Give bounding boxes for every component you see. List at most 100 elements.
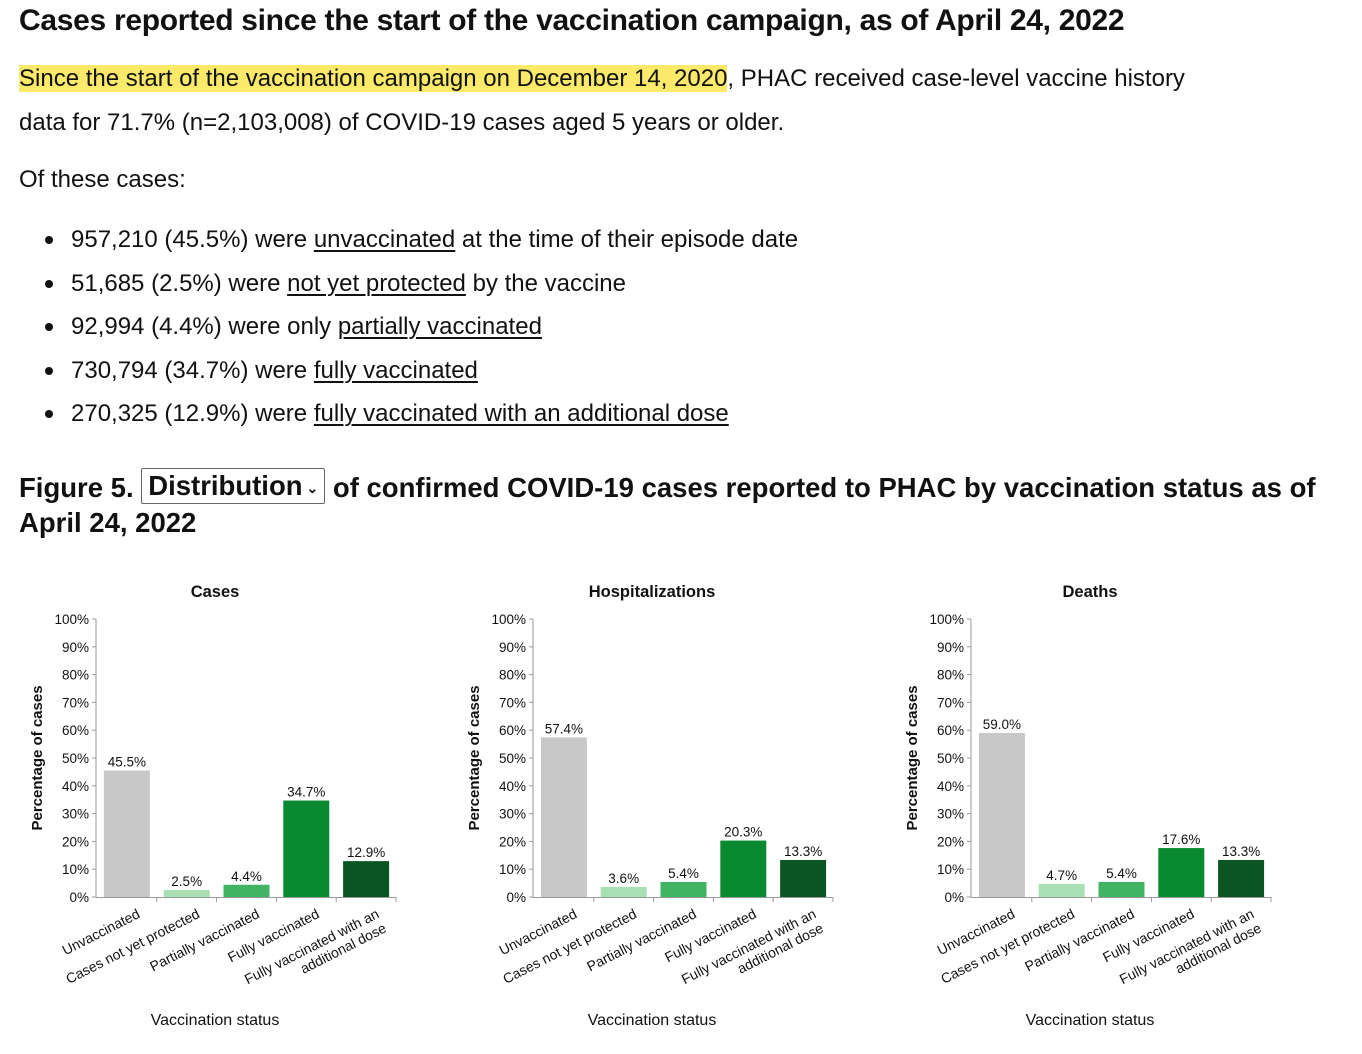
definition-link[interactable]: fully vaccinated with an additional dose (313, 400, 729, 427)
definition-link[interactable]: not yet protected (287, 269, 466, 297)
bar (1158, 848, 1205, 897)
bar-value-label: 45.5% (108, 755, 146, 770)
chart-cases: Cases 0% 10% 20% 30% 40% 50% 60% 70% 80% 90% 100% Pe… (29, 583, 397, 1029)
bar (223, 884, 270, 897)
bullet-icon (45, 279, 53, 288)
list-item: 51,685 (2.5%) were not yet protected by … (0, 262, 798, 306)
list-item: 730,794 (34.7%) were fully vaccinated (0, 349, 798, 393)
list-item: 270,325 (12.9%) were fully vaccinated wi… (0, 392, 798, 436)
bar (720, 840, 767, 897)
bar-value-label: 2.5% (171, 874, 202, 889)
bar-value-label: 3.6% (608, 871, 639, 886)
y-tick-label: 80% (62, 668, 89, 683)
y-tick-label: 60% (937, 723, 964, 738)
bullet-text-end: by the vaccine (465, 269, 626, 297)
y-tick-label: 90% (62, 640, 89, 655)
figure-title-text: of confirmed COVID-19 cases reported to … (19, 472, 1316, 538)
chevron-down-icon: ⌄ (306, 479, 319, 496)
y-tick-label: 70% (62, 695, 89, 710)
y-tick-label: 40% (499, 779, 526, 794)
bullet-text: 957,210 (45.5%) were (71, 226, 314, 253)
bar (103, 770, 150, 897)
bar (978, 732, 1025, 897)
chart-title: Hospitalizations (589, 583, 716, 601)
definition-link[interactable]: fully vaccinated (313, 356, 478, 384)
chart-title: Deaths (1062, 583, 1117, 601)
intro-text-1: , PHAC received case-level vaccine histo… (727, 65, 1185, 92)
y-tick-label: 50% (62, 751, 89, 766)
bar-value-label: 13.3% (784, 844, 822, 859)
intro-paragraph: Since the start of the vaccination campa… (19, 57, 1349, 145)
bullet-icon (45, 236, 53, 244)
x-axis-label: Vaccination status (1026, 1012, 1155, 1029)
bar (163, 890, 210, 897)
bar-value-label: 5.4% (668, 866, 699, 881)
chart-hospitalizations: Hospitalizations 0% 10% 20% 30% 40% 50% 60% 70% 8… (466, 583, 834, 1029)
y-tick-label: 20% (62, 834, 89, 849)
bar (780, 860, 827, 897)
chart-title: Cases (191, 583, 240, 601)
bar-value-label: 13.3% (1222, 844, 1260, 859)
bar-value-label: 5.4% (1106, 866, 1137, 881)
y-axis-label: Percentage of cases (466, 685, 483, 830)
x-axis-label: Vaccination status (151, 1012, 280, 1029)
case-breakdown-list: 957,210 (45.5%) were unvaccinated at the… (0, 218, 798, 436)
figure-title: Figure 5. Distribution ⌄ of confirmed COV… (19, 468, 1349, 540)
bullet-text-end: at the time of their episode date (455, 226, 799, 253)
y-axis-label: Percentage of cases (29, 685, 46, 830)
bar-value-label: 4.7% (1046, 868, 1077, 883)
bar-value-label: 17.6% (1162, 832, 1200, 847)
measure-dropdown[interactable]: Distribution ⌄ (141, 468, 326, 504)
bar (1098, 881, 1145, 897)
bar (660, 881, 707, 897)
y-tick-label: 20% (937, 834, 964, 849)
y-tick-label: 60% (499, 723, 526, 738)
figure-number: Figure 5. (19, 472, 134, 503)
x-axis-label: Vaccination status (588, 1012, 717, 1029)
intro-text-2: data for 71.7% (n=2,103,008) of COVID-19… (19, 109, 785, 136)
y-tick-label: 30% (499, 807, 526, 822)
bar-value-label: 4.4% (231, 869, 262, 884)
y-tick-label: 30% (62, 807, 89, 822)
bullet-text: 730,794 (34.7%) were (71, 356, 314, 384)
y-tick-label: 50% (937, 751, 964, 766)
y-tick-label: 10% (62, 862, 89, 877)
definition-link[interactable]: unvaccinated (313, 226, 456, 253)
y-tick-label: 100% (491, 612, 526, 627)
bar-value-label: 12.9% (347, 845, 385, 860)
y-tick-label: 80% (499, 668, 526, 683)
y-tick-label: 0% (944, 890, 964, 905)
of-these-text: Of these cases: (19, 166, 186, 193)
bar-value-label: 59.0% (983, 717, 1021, 732)
y-tick-label: 70% (937, 695, 964, 710)
list-item: 957,210 (45.5%) were unvaccinated at the… (0, 218, 798, 262)
y-tick-label: 70% (499, 695, 526, 710)
page-heading: Cases reported since the start of the va… (19, 4, 1125, 37)
y-tick-label: 0% (506, 890, 526, 905)
bullet-icon (45, 366, 53, 375)
list-item: 92,994 (4.4%) were only partially vaccin… (0, 305, 798, 349)
bullet-text: 92,994 (4.4%) were only (71, 313, 338, 340)
y-tick-label: 90% (499, 640, 526, 655)
bar (343, 861, 390, 897)
y-tick-label: 0% (69, 890, 89, 905)
highlighted-text: Since the start of the vaccination campa… (19, 65, 728, 92)
chart-deaths: Deaths 0% 10% 20% 30% 40% 50% 60% 70% 80% 90% 100% P… (904, 583, 1272, 1029)
y-tick-label: 40% (62, 779, 89, 794)
bar (1038, 883, 1085, 897)
bar (1218, 860, 1265, 897)
bullet-icon (45, 323, 53, 331)
y-tick-label: 100% (929, 612, 964, 627)
bar-value-label: 20.3% (724, 825, 762, 840)
bullet-text: 270,325 (12.9%) were (71, 400, 314, 427)
y-tick-label: 50% (499, 751, 526, 766)
dropdown-value: Distribution (148, 470, 303, 501)
y-tick-label: 10% (499, 862, 526, 877)
y-tick-label: 40% (937, 779, 964, 794)
y-tick-label: 100% (54, 612, 89, 627)
bar (540, 737, 587, 897)
y-axis-label: Percentage of cases (904, 685, 921, 830)
y-tick-label: 20% (499, 834, 526, 849)
definition-link[interactable]: partially vaccinated (337, 313, 542, 340)
y-tick-label: 90% (937, 640, 964, 655)
